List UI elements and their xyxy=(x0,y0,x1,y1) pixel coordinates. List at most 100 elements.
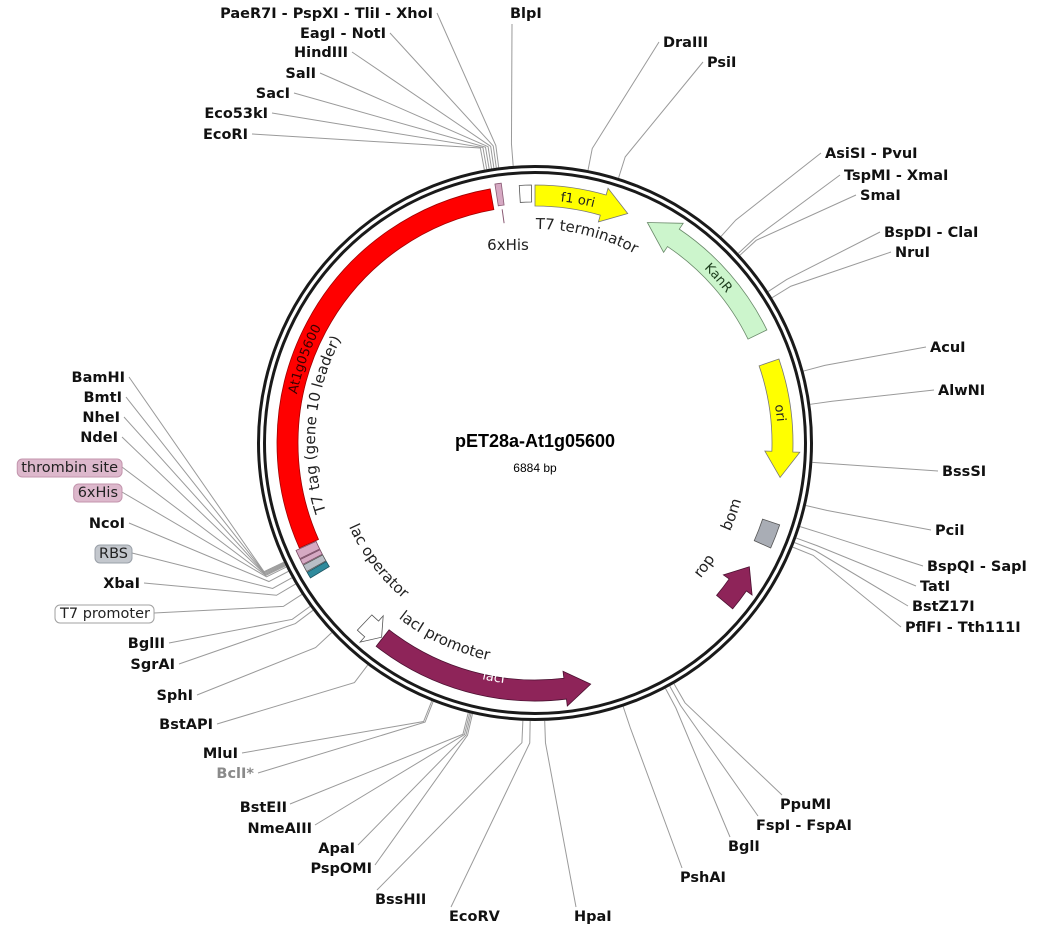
enzyme-label-bamhi[interactable]: BamHI xyxy=(72,370,125,386)
t7-tag[interactable] xyxy=(295,540,321,560)
laci-label: lacI xyxy=(481,668,506,687)
enzyme-label-psii[interactable]: PsiI xyxy=(707,55,736,71)
bom[interactable] xyxy=(753,518,781,549)
enzyme-label-bsshii[interactable]: BssHII xyxy=(375,892,426,908)
enzyme-label-tati[interactable]: TatI xyxy=(920,579,950,595)
enzyme-label-bsssi[interactable]: BssSI xyxy=(942,464,986,480)
enzyme-label-pshai[interactable]: PshAI xyxy=(680,870,726,886)
enzyme-label-draiii[interactable]: DraIII xyxy=(663,35,708,51)
laci-promoter[interactable] xyxy=(356,614,384,643)
t7-terminator-label: T7 terminator xyxy=(535,215,643,258)
leader-line-acui xyxy=(803,346,927,372)
enzyme-label-bsteii[interactable]: BstEII xyxy=(240,800,287,816)
leader-line-hpai xyxy=(544,720,577,908)
leader-line-ppumi xyxy=(673,683,783,796)
enzyme-label-paer7i-pspxi-tlii-xhoi[interactable]: PaeR7I - PspXI - TliI - XhoI xyxy=(220,6,433,22)
laci-label-path: lacI xyxy=(481,668,506,687)
plasmid-backbone xyxy=(257,165,813,721)
plasmid-length: 6884 bp xyxy=(513,461,557,475)
enzyme-label-alwni[interactable]: AlwNI xyxy=(938,383,985,399)
enzyme-label-saci[interactable]: SacI xyxy=(256,86,290,102)
enzyme-label-pspomi[interactable]: PspOMI xyxy=(310,861,372,877)
leader-line-ecorv xyxy=(450,720,531,908)
leader-line-apai xyxy=(357,713,472,846)
enzyme-label-sphi[interactable]: SphI xyxy=(156,688,193,704)
enzyme-label-bstz17i[interactable]: BstZ17I xyxy=(912,599,975,615)
thrombin-site[interactable] xyxy=(299,549,323,565)
enzyme-label-hpai[interactable]: HpaI xyxy=(574,909,612,925)
enzyme-label-bmti[interactable]: BmtI xyxy=(84,390,123,406)
lac-operator-label-path: lac operator xyxy=(345,521,413,603)
leader-line-ndei xyxy=(121,436,286,576)
his-tag-c-label: 6xHis xyxy=(487,236,529,254)
enzyme-label-ndei[interactable]: NdeI xyxy=(80,430,118,446)
thrombin-site-label-box xyxy=(16,458,123,478)
enzyme-label-bspdi-clai[interactable]: BspDI - ClaI xyxy=(884,225,978,241)
enzyme-label-bcli[interactable]: BclI* xyxy=(216,766,254,782)
enzyme-label-sali[interactable]: SalI xyxy=(285,66,316,82)
plasmid-name: pET28a-At1g05600 xyxy=(455,431,615,451)
enzyme-label-nmeaiii[interactable]: NmeAIII xyxy=(248,821,313,837)
enzyme-label-bspqi-sapi[interactable]: BspQI - SapI xyxy=(927,559,1027,575)
enzyme-label-eco53ki[interactable]: Eco53kI xyxy=(204,106,268,122)
rbs-label-box xyxy=(94,544,133,564)
enzyme-label-asisi-pvui[interactable]: AsiSI - PvuI xyxy=(825,146,918,162)
enzyme-label-ppumi[interactable]: PpuMI xyxy=(780,797,831,813)
lac-operator[interactable] xyxy=(306,561,330,579)
t7-terminator[interactable] xyxy=(518,184,533,203)
enzyme-label-tspmi-xmai[interactable]: TspMI - XmaI xyxy=(844,168,948,184)
leader-line-bstapi xyxy=(216,664,369,725)
ori[interactable] xyxy=(758,358,801,479)
backbone-inner-ring xyxy=(263,171,807,715)
leader-line-bgli xyxy=(665,688,731,838)
enzyme-label-eagi-noti[interactable]: EagI - NotI xyxy=(300,26,386,42)
enzyme-label-ecorv[interactable]: EcoRV xyxy=(449,909,501,925)
f1-ori[interactable] xyxy=(534,184,629,223)
enzyme-label-pflfi-tth111i[interactable]: PflFI - Tth111I xyxy=(905,620,1021,636)
enzyme-label-mlui[interactable]: MluI xyxy=(203,746,238,762)
enzyme-label-hindiii[interactable]: HindIII xyxy=(294,45,348,61)
leader-line-eagi-noti xyxy=(389,32,497,168)
leader-line-smai xyxy=(739,194,857,256)
enzyme-label-nhei[interactable]: NheI xyxy=(82,410,120,426)
enzyme-label-ecori[interactable]: EcoRI xyxy=(203,127,248,143)
leader-line-thrombin-site xyxy=(121,466,286,577)
enzyme-label-ncoi[interactable]: NcoI xyxy=(89,516,125,532)
his-tag-tick xyxy=(501,209,505,224)
enzyme-label-bglii[interactable]: BglII xyxy=(128,636,165,652)
feature-label-rbs[interactable]: RBS xyxy=(99,546,128,562)
enzyme-label-apai[interactable]: ApaI xyxy=(318,841,355,857)
bom-label: bom xyxy=(717,496,745,533)
his-tag-c-terminal[interactable] xyxy=(494,182,505,207)
leader-line-bsshii xyxy=(376,720,524,891)
6xhis-label-box xyxy=(73,483,123,503)
ori-label-path: ori xyxy=(771,403,788,422)
insert-at1g05600[interactable] xyxy=(276,188,495,549)
rbs[interactable] xyxy=(302,554,327,573)
rop-label: rop xyxy=(690,551,719,581)
ori-label: ori xyxy=(771,403,788,422)
enzyme-label-sgrai[interactable]: SgrAI xyxy=(130,657,175,673)
feature-label-thrombin-site[interactable]: thrombin site xyxy=(21,460,118,476)
feature-label-6xhis[interactable]: 6xHis xyxy=(78,485,118,501)
enzyme-label-xbai[interactable]: XbaI xyxy=(103,576,140,592)
leader-line-sphi xyxy=(196,632,333,696)
laci[interactable] xyxy=(375,629,592,707)
enzyme-label-bgli[interactable]: BglI xyxy=(728,839,760,855)
backbone-outer-ring xyxy=(257,165,813,721)
rop[interactable] xyxy=(715,566,753,610)
feature-label-t7-promoter[interactable]: T7 promoter xyxy=(59,606,150,622)
enzyme-label-blpi[interactable]: BlpI xyxy=(510,6,542,22)
enzyme-label-pcii[interactable]: PciI xyxy=(935,523,965,539)
enzyme-label-smai[interactable]: SmaI xyxy=(860,188,901,204)
leader-line-alwni xyxy=(810,389,935,405)
leader-line-pspomi xyxy=(374,713,473,866)
leader-line-ncoi xyxy=(128,522,289,583)
t7-terminator-label-path: T7 terminator xyxy=(535,215,643,258)
enzyme-label-nrui[interactable]: NruI xyxy=(895,245,930,261)
enzyme-label-acui[interactable]: AcuI xyxy=(930,340,966,356)
enzyme-label-fspi-fspai[interactable]: FspI - FspAI xyxy=(756,818,852,834)
leader-line-nrui xyxy=(771,251,892,299)
kanr[interactable] xyxy=(646,222,768,340)
enzyme-label-bstapi[interactable]: BstAPI xyxy=(159,717,213,733)
